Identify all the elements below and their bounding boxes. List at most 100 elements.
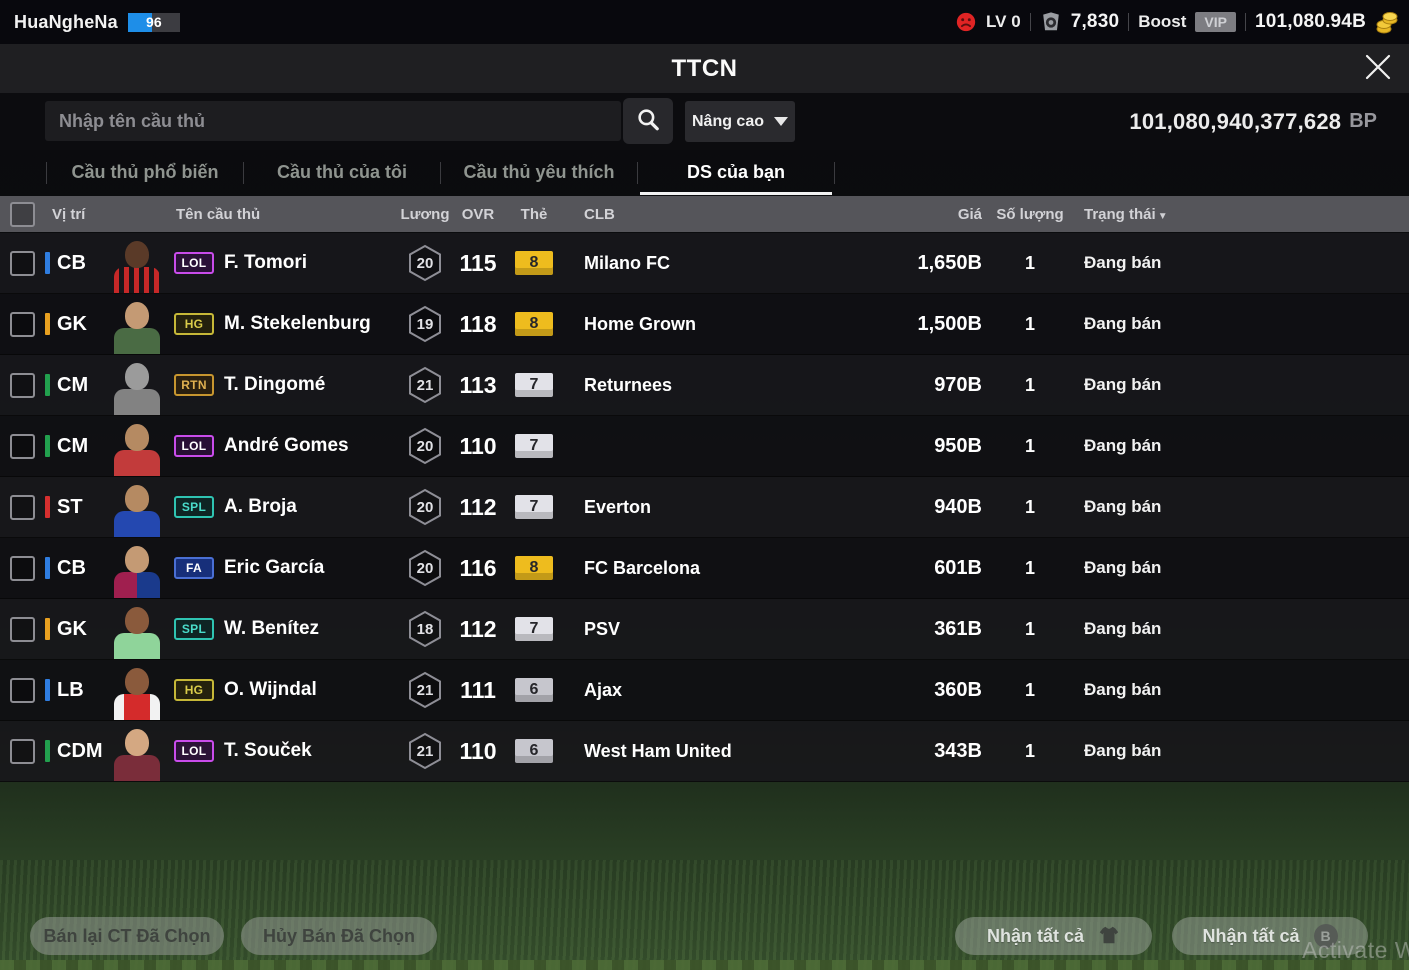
row-checkbox[interactable] [9,494,35,520]
card-tier-chip: 8 [515,556,553,580]
avatar-shirt [114,572,160,598]
search-toolbar: Nâng cao 101,080,940,377,628 BP [0,93,1409,150]
quantity-value: 1 [1024,557,1035,578]
avatar-shirt [114,328,160,354]
row-checkbox[interactable] [9,677,35,703]
position-color-bar [45,313,50,335]
row-checkbox[interactable] [9,555,35,581]
pitch-strip [0,960,1409,970]
tab-favorite-players[interactable]: Cầu thủ yêu thích [441,150,637,195]
table-row[interactable]: CM LOL André Gomes 20 110 7 950B 1 Đang … [0,416,1409,477]
salary-hexagon: 21 [408,671,442,709]
col-header-price: Giá [957,205,982,223]
cancel-sale-selected-button[interactable]: Hủy Bán Đã Chọn [241,917,437,955]
sad-face-icon [955,11,977,33]
claim-all-players-button[interactable]: Nhận tất cả [955,917,1152,955]
player-name: T. Souček [224,740,312,761]
table-row[interactable]: CM RTN T. Dingomé 21 113 7 Returnees 970… [0,355,1409,416]
card-tier-chip: 6 [515,678,553,702]
price-value: 1,650B [917,251,983,274]
row-checkbox[interactable] [9,311,35,337]
bp-coin-icon: B [1313,924,1338,948]
player-photo [112,298,162,354]
row-checkbox[interactable] [9,433,35,459]
position-label: LB [57,678,84,701]
vip-badge: VIP [1195,12,1236,32]
avatar-shirt [114,755,160,781]
row-checkbox[interactable] [9,250,35,276]
tab-your-list[interactable]: DS của bạn [638,150,834,195]
ovr-value: 110 [459,432,497,459]
resell-selected-button[interactable]: Bán lại CT Đã Chọn [30,917,224,955]
modal-title-bar: TTCN [0,44,1409,93]
player-table-body: CB LOL F. Tomori 20 115 8 Milano FC 1,65… [0,233,1409,782]
search-button[interactable] [623,98,673,144]
table-row[interactable]: GK HG M. Stekelenburg 19 118 8 Home Grow… [0,294,1409,355]
price-value: 1,500B [917,312,983,335]
row-checkbox[interactable] [9,738,35,764]
table-row[interactable]: CB FA Eric García 20 116 8 FC Barcelona … [0,538,1409,599]
advanced-filter-dropdown[interactable]: Nâng cao [685,101,795,142]
search-input[interactable] [45,101,621,141]
salary-hexagon: 21 [408,732,442,770]
table-row[interactable]: ST SPL A. Broja 20 112 7 Everton 940B 1 … [0,477,1409,538]
tab-label: Cầu thủ phổ biến [71,162,219,182]
table-row[interactable]: LB HG O. Wijndal 21 111 6 Ajax 360B 1 Đa… [0,660,1409,721]
salary-value: 20 [416,254,434,272]
claim-all-bp-button[interactable]: Nhận tất cả B [1172,917,1368,955]
position-cell: LB [44,679,106,702]
name-cell: LOL T. Souček [168,740,400,762]
col-header-status[interactable]: Trạng thái ▼ [1084,205,1168,223]
divider [1244,13,1246,31]
ovr-value: 115 [459,249,497,276]
price-value: 950B [934,434,982,457]
tab-my-players[interactable]: Cầu thủ của tôi [244,150,440,195]
table-row[interactable]: GK SPL W. Benítez 18 112 7 PSV 361B 1 Đa… [0,599,1409,660]
avatar-shirt [114,389,160,415]
club-name: Home Grown [584,313,697,334]
market-tabs: Cầu thủ phổ biến Cầu thủ của tôi Cầu thủ… [46,150,1363,195]
quantity-value: 1 [1024,313,1035,334]
player-photo [112,542,162,598]
player-photo [112,237,162,293]
position-label: GK [57,617,87,640]
avatar-shirt [114,694,160,720]
salary-value: 18 [416,620,434,638]
tab-divider [834,161,835,184]
row-checkbox[interactable] [9,372,35,398]
salary-hexagon: 19 [408,305,442,343]
price-value: 360B [934,678,982,701]
club-name: Everton [584,496,652,517]
ovr-value: 113 [459,371,497,398]
price-value: 970B [934,373,982,396]
avatar-head [125,668,149,695]
ticket-count: 7,830 [1070,11,1120,32]
avatar-shirt [114,267,160,293]
club-name: Ajax [584,679,623,700]
advanced-filter-label: Nâng cao [691,112,764,130]
close-button[interactable] [1359,50,1397,88]
tab-popular-players[interactable]: Cầu thủ phổ biến [47,150,243,195]
position-color-bar [45,679,50,701]
table-row[interactable]: CB LOL F. Tomori 20 115 8 Milano FC 1,65… [0,233,1409,294]
resell-selected-label: Bán lại CT Đã Chọn [43,925,211,946]
player-name: F. Tomori [224,252,308,273]
club-name: PSV [584,618,621,639]
keystone-currency-icon [1040,11,1062,33]
position-color-bar [45,374,50,396]
boost-label[interactable]: Boost [1138,12,1187,31]
quantity-value: 1 [1024,618,1035,639]
player-name: T. Dingomé [224,374,326,395]
col-header-ovr: OVR [461,205,495,223]
row-checkbox[interactable] [9,616,35,642]
position-label: CDM [57,739,103,762]
tab-label: Cầu thủ yêu thích [463,162,615,182]
salary-hexagon: 20 [408,549,442,587]
table-row[interactable]: CDM LOL T. Souček 21 110 6 West Ham Unit… [0,721,1409,782]
player-photo [112,420,162,476]
position-label: CB [57,251,86,274]
coins-icon [1375,11,1398,34]
avatar-head [125,729,149,756]
name-cell: FA Eric García [168,557,400,579]
select-all-checkbox[interactable] [9,201,35,227]
